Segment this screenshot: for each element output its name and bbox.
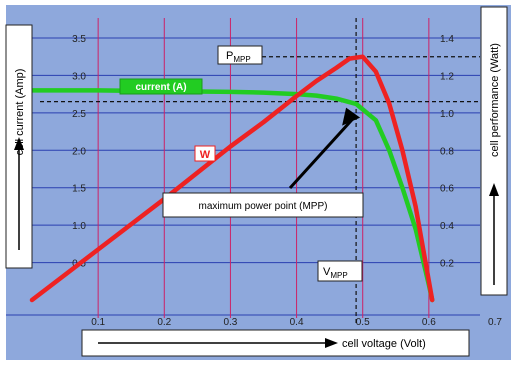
y-axis-right-label: cell performance (Watt) [489,43,501,157]
vmpp-label: VMPP [317,260,363,282]
left-axis-arrowhead [14,137,24,150]
y-right-tick-label: 1.2 [440,71,454,82]
mpp-callout: maximum power point (MPP) [162,192,364,218]
y-axis-left-label: cell current (Amp) [14,69,26,156]
y-right-tick-label: 1.4 [440,34,454,45]
y-left-tick-label: 3.0 [72,71,86,82]
vmpp-label-text: VMPP [323,266,348,280]
y-left-tick-label: 2.5 [72,109,86,120]
x-tick-label: 0.5 [356,317,370,328]
y-left-tick-label: 1.0 [72,221,86,232]
y-left-tick-label: 1.5 [72,184,86,195]
pmpp-label: PMPP [217,45,263,65]
vertical-gridlines [97,18,430,318]
x-axis-label-box: cell voltage (Volt) [81,329,470,357]
y-right-tick-label: 0.6 [440,184,454,195]
pmpp-label-text: PMPP [226,50,251,64]
x-tick-label: 0.1 [91,317,105,328]
x-tick-label: 0.3 [223,317,237,328]
left-axis-label-box: cell current (Amp) [5,24,33,269]
y-left-tick-label: 2.0 [72,146,86,157]
x-axis-label: cell voltage (Volt) [342,338,426,350]
x-axis-arrowhead [325,338,338,348]
mpp-callout-text: maximum power point (MPP) [199,201,328,212]
power-series-label-text: W [200,149,211,161]
mpp-arrow-head [342,107,361,126]
y-right-tick-label: 1.0 [440,109,454,120]
x-tick-label: 0.4 [290,317,304,328]
y-right-tick-label: 0.4 [440,221,454,232]
power-curve [29,54,435,303]
current-series-label-text: current (A) [135,82,186,93]
y-left-tick-label: 3.5 [72,34,86,45]
mpp-arrow-shaft [288,118,354,190]
right-axis-arrowhead [489,183,499,196]
current-series-label: current (A) [119,78,203,95]
y-right-tick-label: 0.8 [440,146,454,157]
x-tick-label: 0.7 [488,317,502,328]
power-series-label: W [194,145,216,162]
x-tick-label: 0.2 [157,317,171,328]
right-axis-label-box: cell performance (Watt) [480,6,508,296]
mpp-arrow [288,107,361,190]
x-tick-label: 0.6 [422,317,436,328]
y-right-tick-label: 0.2 [440,259,454,270]
